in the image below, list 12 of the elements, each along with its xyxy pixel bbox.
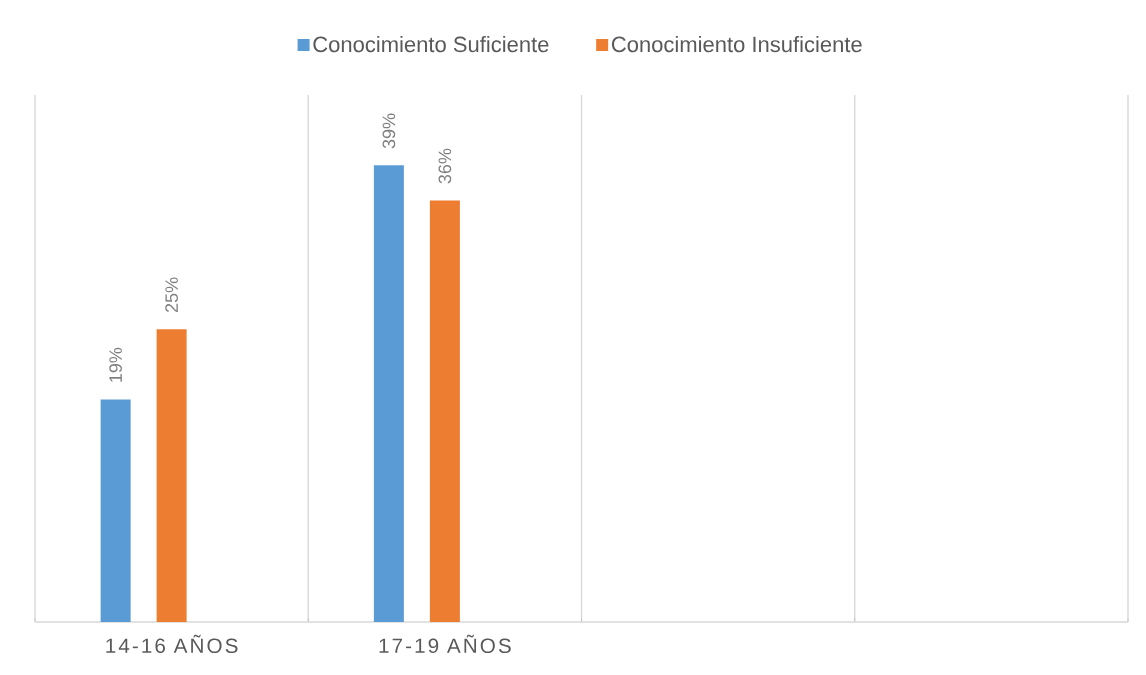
data-label: 36% [438,148,452,184]
data-label: 25% [165,277,178,313]
data-label: 39% [382,113,396,149]
legend-label: Conocimiento Insuficiente [611,36,862,53]
x-tick-label: 17-19 AÑOS [379,634,511,654]
bar [429,200,460,622]
legend-label: Conocimiento Suficiente [313,36,549,53]
x-tick-label: 14-16 AÑOS [106,634,238,654]
bar [156,329,187,622]
bar [373,165,404,622]
data-label: 19% [109,347,122,382]
bar [100,399,131,622]
